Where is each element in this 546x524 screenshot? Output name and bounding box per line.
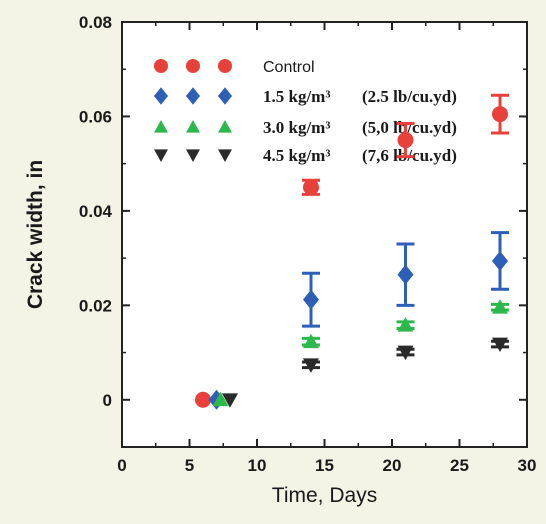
legend-label: 1.5 kg/m³ (263, 87, 330, 106)
legend-item: Control (154, 59, 315, 76)
legend-marker (154, 120, 168, 133)
series-group (195, 93, 509, 408)
x-tick-label: 30 (518, 456, 537, 475)
data-point (397, 317, 414, 332)
x-tick-label: 20 (383, 456, 402, 475)
legend-item: 1.5 kg/m³ (2.5 lb/cu.yd) (154, 87, 457, 106)
legend-label-imperial: (5,0 lb/cu.yd) (362, 118, 457, 137)
legend-marker (186, 59, 200, 73)
legend-marker (218, 149, 232, 162)
data-point (492, 250, 508, 271)
y-tick-label: 0.02 (79, 296, 112, 315)
data-point (212, 391, 229, 407)
series-layer (195, 93, 509, 410)
y-tick-label: 0.04 (79, 202, 113, 221)
series-group (222, 337, 509, 408)
plot-area (121, 21, 528, 448)
data-point (397, 264, 414, 285)
legend-marker (154, 59, 168, 73)
data-point (492, 337, 508, 353)
x-axis-title: Time, Days (272, 484, 377, 507)
data-point (492, 106, 508, 123)
data-point (397, 345, 414, 361)
series-group (212, 299, 509, 407)
x-tick-label: 10 (248, 456, 267, 475)
legend-marker (218, 87, 232, 105)
legend-marker (186, 149, 200, 162)
data-point (492, 299, 508, 314)
x-tick-label: 15 (315, 456, 334, 475)
y-tick-label: 0.06 (79, 107, 112, 126)
legend-label: 3.0 kg/m³ (263, 118, 330, 137)
legend-marker (154, 149, 168, 162)
x-tick-label: 5 (185, 456, 194, 475)
data-point (397, 132, 414, 149)
data-point (303, 333, 319, 349)
legend-item: 3.0 kg/m³ (5,0 lb/cu.yd) (154, 118, 457, 137)
legend-label-imperial: (2.5 lb/cu.yd) (362, 87, 457, 106)
legend-marker (186, 87, 200, 105)
y-tick-label: 0 (103, 391, 112, 410)
data-point (303, 358, 319, 373)
legend-marker (154, 87, 168, 105)
legend-marker (218, 59, 232, 73)
x-tick-label: 25 (450, 456, 469, 475)
legend-marker (186, 120, 200, 133)
y-axis-title: Crack width, in (24, 160, 47, 309)
legend-label: Control (263, 59, 315, 76)
y-tick-label: 0.08 (79, 13, 112, 32)
data-point (222, 393, 238, 408)
data-point (303, 179, 319, 196)
legend-label: 4.5 kg/m³ (263, 146, 330, 165)
data-point (195, 391, 211, 408)
legend-marker (218, 120, 232, 133)
x-tick-label: 0 (117, 456, 126, 475)
data-point (303, 289, 319, 310)
ticks-layer: 0 5 10 15 20 25 30 0 0.02 0.04 0.06 0.08 (79, 13, 537, 475)
